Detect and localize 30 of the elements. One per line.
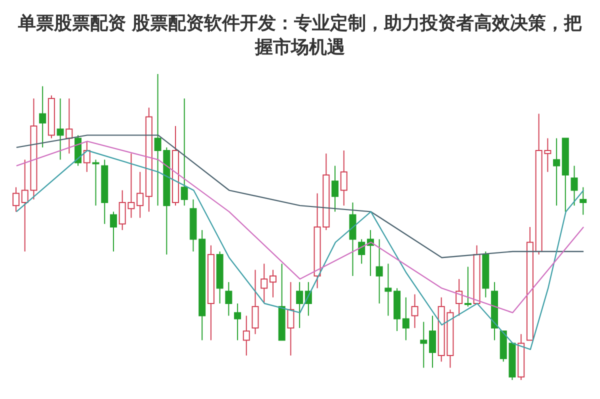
candlestick [402,296,410,341]
candlestick [242,315,250,356]
candlestick [553,138,560,206]
candlestick [136,171,144,218]
candlestick [420,321,428,368]
chart-title: 单票股票配资 股票配资软件开发：专业定制，助力投资者高效决策，把握市场机遇 [16,12,584,60]
candlestick [269,269,276,298]
candlestick [66,98,73,154]
candlestick [225,282,232,316]
candlestick [456,278,463,316]
candlestick [12,186,20,212]
candlestick [464,266,472,308]
candlestick [332,165,339,212]
candlestick [296,282,304,328]
candlestick [234,303,242,341]
candlestick [428,315,436,368]
candlestick [180,98,188,206]
candlestick [376,238,383,304]
candlestick [39,86,46,148]
candlestick [580,186,587,216]
candlestick [570,165,578,206]
candlestick [287,282,294,356]
candlestick [110,211,117,252]
candlestick [92,159,100,206]
candlestick [252,269,259,335]
candlestick [260,263,268,304]
candlestick [56,98,64,160]
candlestick [340,150,348,206]
candlestick [411,294,418,328]
candlestick [384,263,392,316]
